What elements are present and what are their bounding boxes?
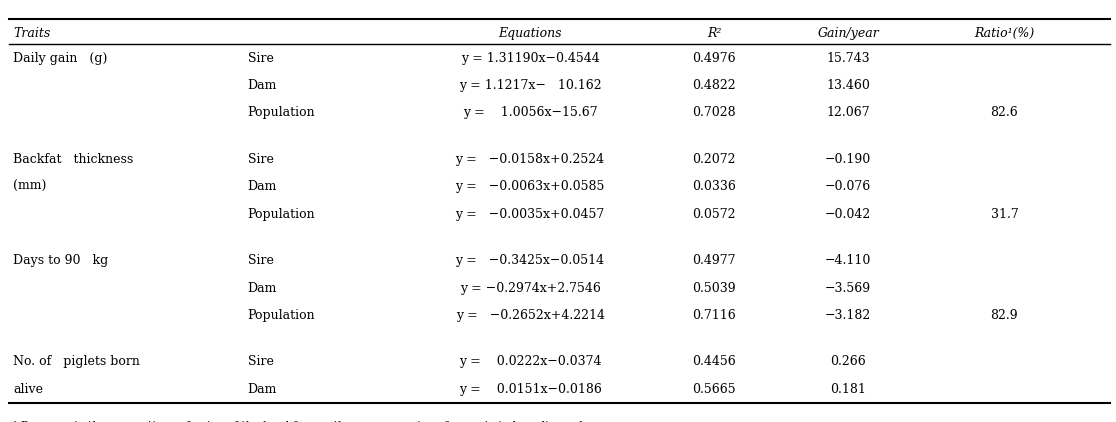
Text: Population: Population: [248, 208, 316, 221]
Text: y =    0.0222x−0.0374: y = 0.0222x−0.0374: [459, 355, 602, 368]
Text: 15.743: 15.743: [826, 51, 870, 65]
Text: 12.067: 12.067: [826, 106, 870, 119]
Text: 0.181: 0.181: [830, 383, 866, 396]
Text: ¹ Represents the proportions of gains of the herd from    the average gains of p: ¹ Represents the proportions of gains of…: [13, 421, 606, 422]
Text: Population: Population: [248, 309, 316, 322]
Text: 0.0572: 0.0572: [693, 208, 735, 221]
Text: y =   −0.0035x+0.0457: y = −0.0035x+0.0457: [455, 208, 605, 221]
Text: y =   −0.2652x+4.2214: y = −0.2652x+4.2214: [455, 309, 605, 322]
Text: 0.266: 0.266: [830, 355, 866, 368]
Text: y =    1.0056x−15.67: y = 1.0056x−15.67: [463, 106, 597, 119]
Text: 31.7: 31.7: [991, 208, 1018, 221]
Text: 0.7028: 0.7028: [692, 106, 737, 119]
Text: y = −0.2974x+2.7546: y = −0.2974x+2.7546: [460, 281, 600, 295]
Text: 0.4456: 0.4456: [692, 355, 737, 368]
Text: Daily gain   (g): Daily gain (g): [13, 51, 108, 65]
Text: Dam: Dam: [248, 281, 277, 295]
Text: 13.460: 13.460: [826, 79, 870, 92]
Text: y =   −0.0063x+0.0585: y = −0.0063x+0.0585: [455, 180, 605, 193]
Text: 82.6: 82.6: [991, 106, 1018, 119]
Text: −4.110: −4.110: [825, 254, 872, 267]
Text: 0.4976: 0.4976: [692, 51, 737, 65]
Text: y = 1.1217x−   10.162: y = 1.1217x− 10.162: [459, 79, 602, 92]
Text: 0.5039: 0.5039: [692, 281, 737, 295]
Text: Dam: Dam: [248, 180, 277, 193]
Text: Sire: Sire: [248, 254, 273, 267]
Text: −0.076: −0.076: [825, 180, 872, 193]
Text: 0.4822: 0.4822: [692, 79, 737, 92]
Text: (mm): (mm): [13, 180, 47, 193]
Text: Dam: Dam: [248, 79, 277, 92]
Text: −3.569: −3.569: [825, 281, 872, 295]
Text: Sire: Sire: [248, 51, 273, 65]
Text: alive: alive: [13, 383, 44, 396]
Text: y =    0.0151x−0.0186: y = 0.0151x−0.0186: [459, 383, 602, 396]
Text: 0.0336: 0.0336: [692, 180, 737, 193]
Text: Gain/year: Gain/year: [817, 27, 879, 40]
Text: R²: R²: [708, 27, 721, 40]
Text: 0.2072: 0.2072: [693, 153, 735, 166]
Text: Equations: Equations: [499, 27, 561, 40]
Text: 0.5665: 0.5665: [692, 383, 737, 396]
Text: 0.7116: 0.7116: [692, 309, 737, 322]
Text: Dam: Dam: [248, 383, 277, 396]
Text: 0.4977: 0.4977: [693, 254, 735, 267]
Text: y = 1.31190x−0.4544: y = 1.31190x−0.4544: [461, 51, 599, 65]
Text: Backfat   thickness: Backfat thickness: [13, 153, 134, 166]
Text: −0.190: −0.190: [825, 153, 872, 166]
Text: −0.042: −0.042: [825, 208, 872, 221]
Text: −3.182: −3.182: [825, 309, 872, 322]
Text: Ratio¹(%): Ratio¹(%): [974, 27, 1035, 40]
Text: Population: Population: [248, 106, 316, 119]
Text: 82.9: 82.9: [991, 309, 1018, 322]
Text: y =   −0.0158x+0.2524: y = −0.0158x+0.2524: [455, 153, 605, 166]
Text: Sire: Sire: [248, 355, 273, 368]
Text: Days to 90   kg: Days to 90 kg: [13, 254, 108, 267]
Text: y =   −0.3425x−0.0514: y = −0.3425x−0.0514: [455, 254, 605, 267]
Text: No. of   piglets born: No. of piglets born: [13, 355, 141, 368]
Text: Traits: Traits: [13, 27, 50, 40]
Text: Sire: Sire: [248, 153, 273, 166]
